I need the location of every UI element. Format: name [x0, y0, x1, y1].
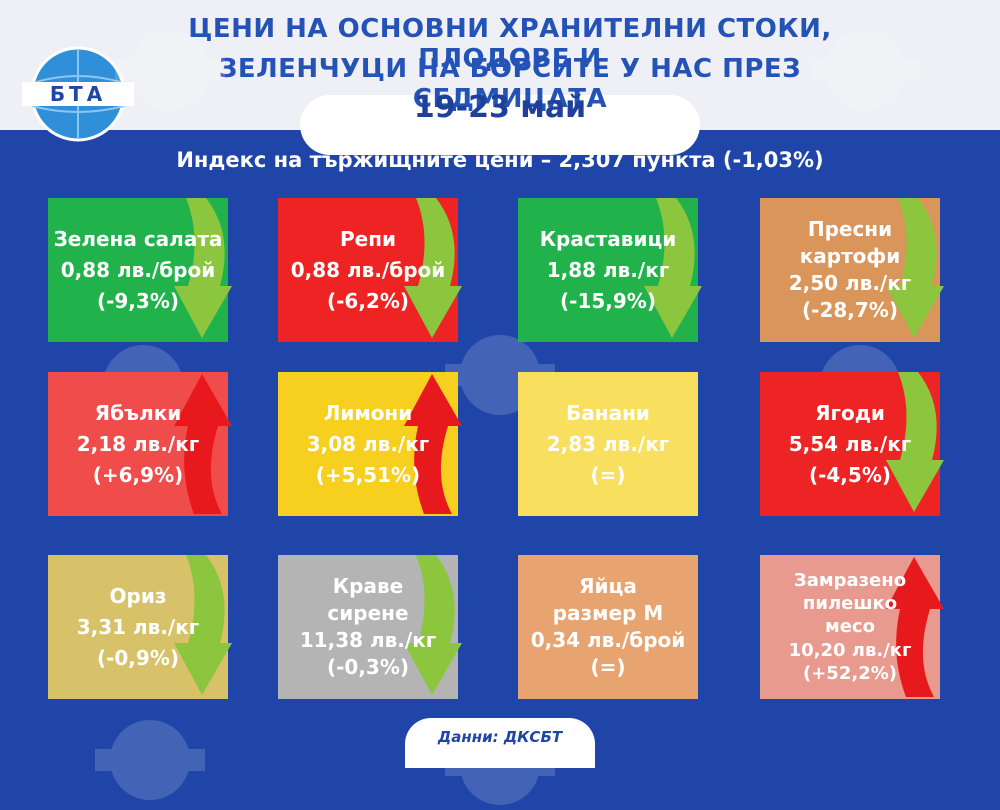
product-detail: (-0,9%): [96, 645, 180, 670]
tile-text: Яйца размер М 0,34 лв./брой (=): [531, 573, 686, 681]
tile-text: Краве сирене 11,38 лв./кг (-0,3%): [300, 573, 436, 681]
product-name: Пресни: [807, 217, 893, 241]
product-detail: 11,38 лв./кг: [299, 628, 437, 652]
trend-down-arrow-icon: [404, 555, 462, 695]
trend-up-arrow-icon: [886, 557, 944, 697]
product-detail: 2,50 лв./кг: [788, 271, 912, 295]
price-tile: Ябълки 2,18 лв./кг (+6,9%): [48, 372, 232, 516]
trend-down-arrow-icon: [404, 198, 462, 338]
tile-text: Лимони 3,08 лв./кг (+5,51%): [307, 398, 430, 491]
product-detail: 2,83 лв./кг: [546, 431, 670, 456]
watermark-logo: [810, 30, 920, 110]
price-tile: Репи 0,88 лв./брой (-6,2%): [278, 198, 462, 342]
product-name: Ориз: [109, 583, 167, 608]
title-line-2: ЗЕЛЕНЧУЦИ НА БОРСИТЕ У НАС ПРЕЗ СЕДМИЦАТ…: [218, 54, 802, 114]
product-name: Краставици: [539, 226, 677, 251]
trend-down-arrow-icon: [886, 372, 944, 512]
product-detail: (+6,9%): [92, 462, 184, 487]
product-name: Замразено: [793, 569, 907, 591]
product-detail: 5,54 лв./кг: [788, 431, 912, 456]
date-range: 19-23 май: [413, 90, 587, 125]
product-detail: картофи: [799, 244, 901, 268]
product-name: Зелена салата: [53, 226, 223, 251]
product-detail: сирене: [327, 601, 409, 625]
product-name: Репи: [339, 226, 397, 251]
title-line-1: ЦЕНИ НА ОСНОВНИ ХРАНИТЕЛНИ СТОКИ, ПЛОДОВ…: [188, 14, 832, 74]
product-detail: 10,20 лв./кг: [788, 639, 912, 661]
product-detail: 3,08 лв./кг: [306, 431, 430, 456]
price-tile: Краве сирене 11,38 лв./кг (-0,3%): [278, 555, 462, 699]
product-name: Лимони: [323, 400, 413, 425]
product-detail: 0,88 лв./брой: [60, 257, 216, 282]
product-name: Банани: [566, 400, 650, 425]
product-detail: (=): [590, 655, 626, 679]
logo-text: БТА: [50, 82, 106, 106]
tile-text: Зелена салата 0,88 лв./брой (-9,3%): [54, 224, 223, 317]
price-tile: Зелена салата 0,88 лв./брой (-9,3%): [48, 198, 232, 342]
watermark-logo: [95, 720, 205, 800]
price-tile: Яйца размер М 0,34 лв./брой (=): [518, 555, 698, 699]
tile-text: Репи 0,88 лв./брой (-6,2%): [291, 224, 446, 317]
trend-down-arrow-icon: [644, 198, 702, 338]
product-detail: 1,88 лв./кг: [546, 257, 670, 282]
price-tile: Ягоди 5,54 лв./кг (-4,5%): [760, 372, 944, 516]
tile-text: Ябълки 2,18 лв./кг (+6,9%): [77, 398, 200, 491]
trend-up-arrow-icon: [174, 374, 232, 514]
product-detail: (+5,51%): [315, 462, 421, 487]
product-detail: 3,31 лв./кг: [76, 614, 200, 639]
product-detail: 0,34 лв./брой: [530, 628, 686, 652]
product-detail: (-4,5%): [808, 462, 892, 487]
tile-text: Пресни картофи 2,50 лв./кг (-28,7%): [789, 216, 912, 324]
tile-text: Банани 2,83 лв./кг (=): [547, 398, 670, 491]
price-tile: Банани 2,83 лв./кг (=): [518, 372, 698, 516]
product-detail: 0,88 лв./брой: [290, 257, 446, 282]
product-detail: размер М: [552, 601, 664, 625]
tile-text: Замразено пилешко месо 10,20 лв./кг (+52,2%): [789, 569, 912, 686]
product-detail: (=): [590, 462, 626, 487]
product-detail: (-6,2%): [326, 288, 410, 313]
product-detail: (+52,2%): [803, 663, 897, 685]
price-tile: Замразено пилешко месо 10,20 лв./кг (+52,2%): [760, 555, 944, 699]
product-detail: (-9,3%): [96, 288, 180, 313]
tile-text: Ягоди 5,54 лв./кг (-4,5%): [789, 398, 912, 491]
product-name: Ягоди: [815, 400, 885, 425]
product-name: Краве: [332, 574, 404, 598]
product-name: Ябълки: [94, 400, 182, 425]
bta-logo: БТА: [22, 46, 134, 142]
tile-text: Ориз 3,31 лв./кг (-0,9%): [77, 581, 200, 674]
product-detail: (-15,9%): [560, 288, 656, 313]
product-name: Яйца: [579, 574, 637, 598]
trend-down-arrow-icon: [886, 198, 944, 338]
price-tile: Пресни картофи 2,50 лв./кг (-28,7%): [760, 198, 944, 342]
product-detail: пилешко: [802, 592, 898, 614]
price-tile: Краставици 1,88 лв./кг (-15,9%): [518, 198, 702, 342]
product-detail: 2,18 лв./кг: [76, 431, 200, 456]
tile-text: Краставици 1,88 лв./кг (-15,9%): [540, 224, 677, 317]
product-detail: (-0,3%): [326, 655, 410, 679]
price-tile: Лимони 3,08 лв./кг (+5,51%): [278, 372, 462, 516]
trend-up-arrow-icon: [404, 374, 462, 514]
price-tile: Ориз 3,31 лв./кг (-0,9%): [48, 555, 232, 699]
watermark-logo: [115, 30, 225, 110]
product-detail: (-28,7%): [802, 298, 898, 322]
market-price-index: Индекс на тържищните цени – 2,307 пункта…: [176, 148, 824, 172]
trend-down-arrow-icon: [174, 198, 232, 338]
product-detail: месо: [825, 616, 875, 638]
trend-down-arrow-icon: [174, 555, 232, 695]
data-source: Данни: ДКСБТ: [437, 728, 563, 746]
date-tab: [300, 95, 700, 155]
